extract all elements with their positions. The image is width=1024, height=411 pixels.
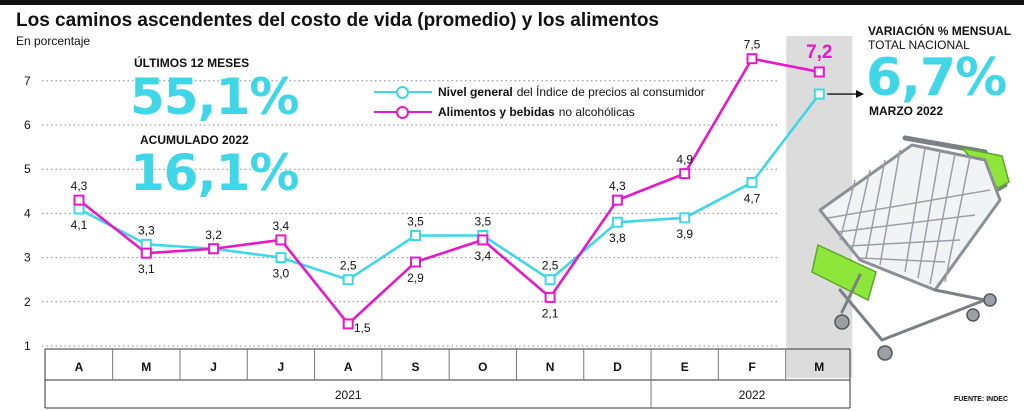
monthly-variation-month: MARZO 2022: [869, 104, 944, 118]
marker-general: [746, 176, 758, 188]
data-label-food: 3,1: [138, 262, 155, 276]
x-tick-label: J: [278, 360, 285, 374]
marker-food: [746, 53, 758, 65]
data-label-food: 2,1: [542, 306, 559, 320]
marker-general: [544, 274, 556, 286]
x-tick-label: S: [411, 360, 419, 374]
legend-general-text: del Índice de precios al consumidor: [516, 85, 705, 99]
data-label-general: 2,5: [340, 259, 357, 273]
legend-item-general: Nivel general del Índice de precios al c…: [374, 84, 705, 100]
x-tick-label: M: [814, 360, 824, 374]
marker-food: [208, 243, 220, 255]
series-line-general: [78, 93, 821, 282]
legend-food-bold: Alimentos y bebidas: [438, 105, 555, 119]
x-tick-label: D: [613, 360, 622, 374]
data-label-general: 2,5: [542, 259, 559, 273]
marker-general: [342, 274, 354, 286]
x-tick-label: A: [75, 360, 84, 374]
x-tick-label: O: [478, 360, 487, 374]
data-label-general: 3,0: [273, 267, 290, 281]
x-tick-label: E: [681, 360, 689, 374]
marker-general: [813, 88, 825, 100]
y-tick-label: 3: [24, 251, 31, 265]
data-label-food: 7,5: [744, 38, 761, 52]
x-tick-label: M: [141, 360, 151, 374]
source-note: FUENTE: INDEC: [953, 396, 1008, 403]
y-tick-label: 2: [24, 295, 31, 309]
marker-food: [73, 194, 85, 206]
marker-general: [140, 238, 152, 250]
data-label-food: 1,5: [354, 321, 371, 335]
series-line-food: [78, 57, 820, 326]
y-tick-label: 1: [24, 339, 31, 353]
y-tick-label: 7: [24, 74, 31, 88]
y-tick-label: 4: [24, 206, 31, 220]
y-tick-label: 5: [24, 162, 31, 176]
data-label-food: 7,2: [806, 42, 832, 63]
year-label: 2022: [739, 388, 766, 402]
data-label-general: 3,5: [474, 215, 491, 229]
data-label-general: 3,3: [138, 223, 155, 237]
marker-food: [679, 168, 691, 180]
data-label-general: 4,7: [744, 191, 761, 205]
series-markers: [73, 53, 825, 330]
x-tick-label: F: [748, 360, 755, 374]
data-label-food: 4,3: [609, 179, 626, 193]
monthly-variation-header: VARIACIÓN % MENSUAL TOTAL NACIONAL: [868, 24, 1011, 52]
data-label-food: 3,2: [205, 228, 222, 242]
last-12-months-label: ÚLTIMOS 12 MESES: [134, 56, 250, 70]
y-tick-label: 6: [24, 118, 31, 132]
marker-food: [544, 291, 556, 303]
monthly-variation-scope: TOTAL NACIONAL: [868, 38, 970, 52]
marker-food: [275, 234, 287, 246]
data-labels: 4,1 3,3 3,0 2,5 3,5 3,5 2,5 3,8 3,9 4,7 4,3 3,1 3,2 3…: [71, 38, 864, 335]
legend-general-bold: Nivel general: [438, 85, 513, 99]
callout-arrow-head: [856, 90, 864, 99]
year-label: 2021: [335, 388, 362, 402]
data-label-general: 4,1: [71, 218, 88, 232]
shopping-cart-icon: [811, 135, 1010, 361]
data-label-food: 3,4: [273, 219, 290, 233]
marker-general: [679, 212, 691, 224]
legend-swatch-general: [374, 84, 432, 100]
chart-title: Los caminos ascendentes del costo de vid…: [16, 10, 660, 31]
data-label-food: 4,3: [71, 179, 88, 193]
x-tick-label: A: [344, 360, 353, 374]
x-tick-label: N: [546, 360, 555, 374]
data-label-general: 3,5: [407, 215, 424, 229]
legend-food-text: no alcohólicas: [558, 105, 635, 119]
marker-general: [410, 230, 421, 241]
series-lines: [78, 57, 821, 326]
data-label-food: 4,9: [676, 153, 693, 167]
data-label-food: 2,9: [407, 271, 424, 285]
marker-food: [140, 247, 152, 259]
monthly-variation-title: VARIACIÓN % MENSUAL: [868, 24, 1012, 38]
marker-general: [275, 252, 287, 264]
top-rule: [0, 0, 1024, 5]
x-axis-band: A M J J A S O N D E F M 2021 2022: [44, 348, 851, 409]
marker-food: [410, 256, 421, 268]
marker-food: [813, 66, 825, 78]
chart-subtitle: En porcentaje: [16, 34, 91, 48]
data-label-general: 3,8: [609, 231, 626, 245]
x-tick-label: J: [210, 360, 217, 374]
accumulated-value: 16,1%: [130, 144, 299, 202]
data-label-general: 3,9: [676, 227, 693, 241]
marker-general: [73, 203, 85, 215]
accumulated-label: ACUMULADO 2022: [140, 133, 249, 147]
data-label-food: 3,4: [474, 249, 491, 263]
marker-food: [342, 318, 354, 330]
legend-item-food: Alimentos y bebidas no alcohólicas: [374, 104, 635, 120]
marker-food: [477, 234, 489, 246]
monthly-variation-value: 6,7%: [866, 48, 1007, 108]
marker-general: [611, 216, 623, 228]
last-12-months-value: 55,1%: [130, 68, 299, 126]
y-axis: 1 2 3 4 5 6 7: [24, 74, 31, 353]
legend-swatch-food: [374, 104, 432, 120]
marker-food: [611, 194, 623, 206]
